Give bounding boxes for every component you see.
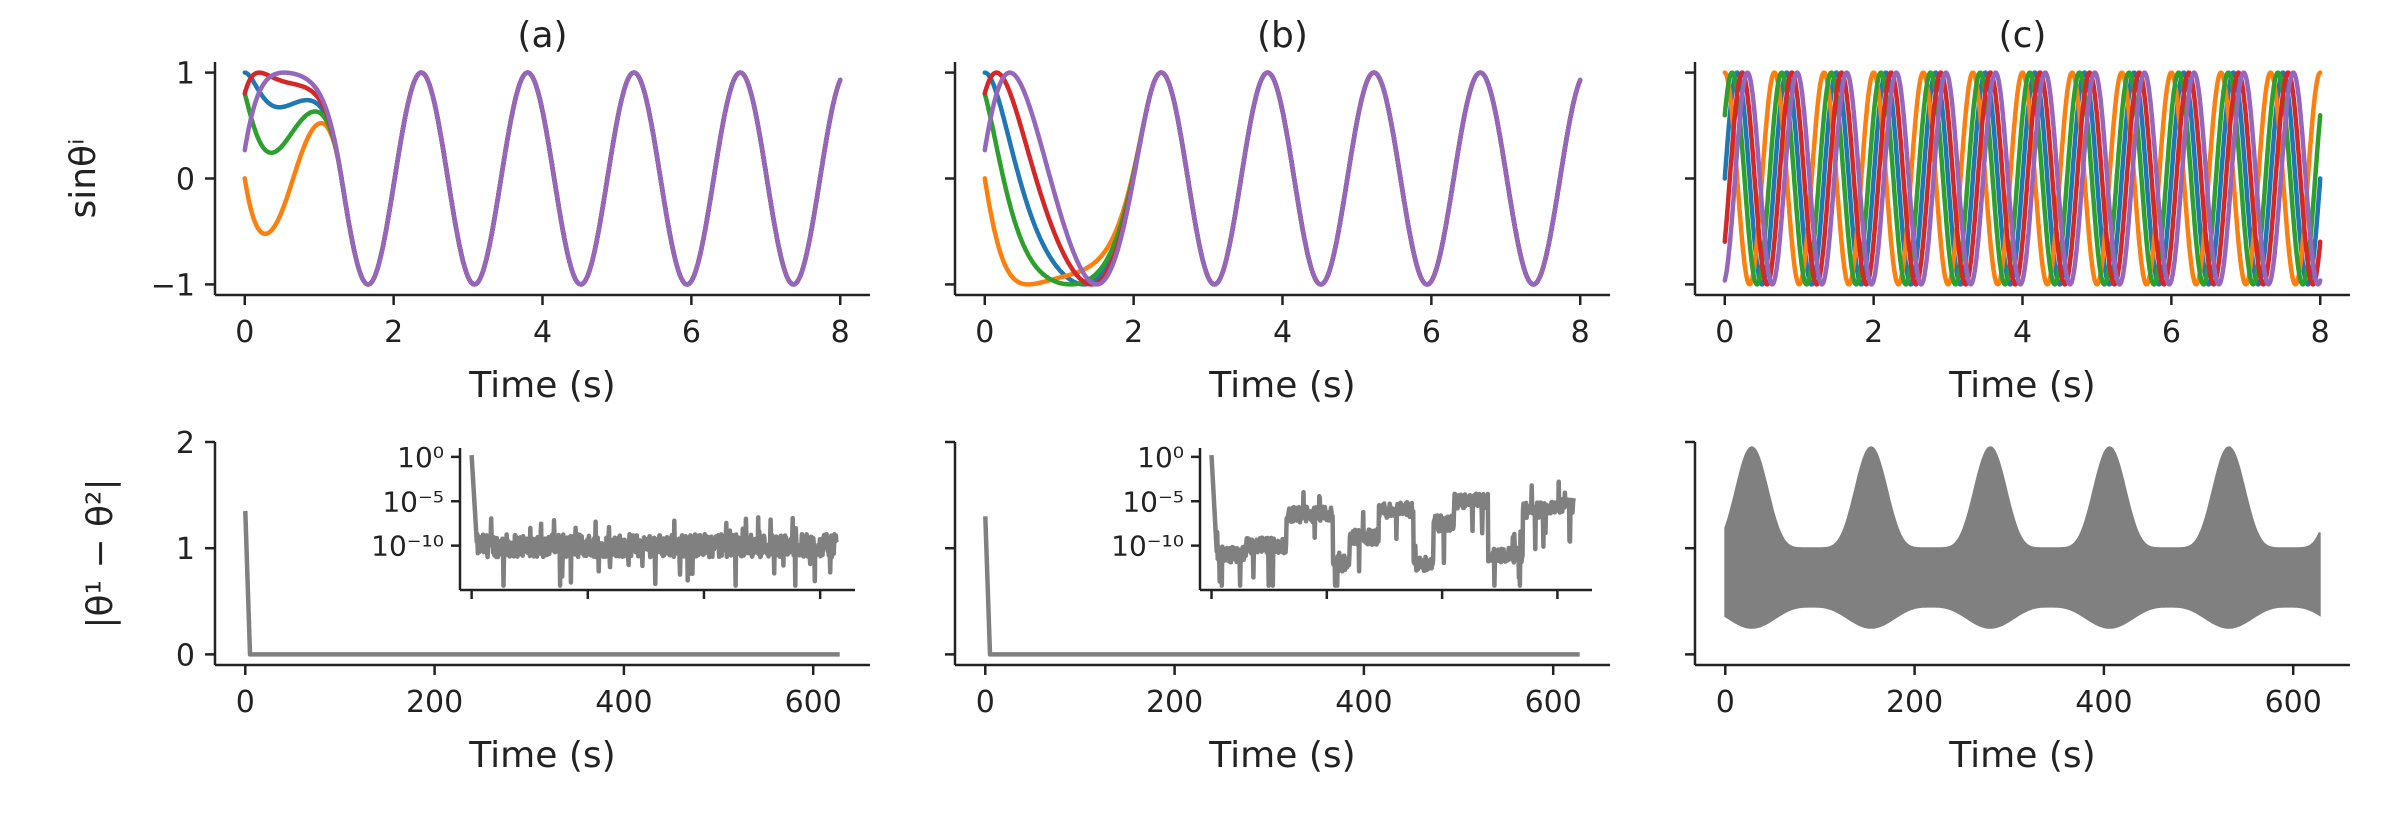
x-tick-label: 200 [1886,685,1943,720]
x-tick-label: 0 [976,685,995,720]
y-tick-label: 0 [176,163,195,198]
series-line-4 [1722,70,2323,287]
x-axis-label: Time (s) [1948,735,2095,776]
series-line-1 [1722,70,2323,287]
panel-a-top: 0 2 4 6 8 −1 0 1 Time (s) sinθⁱ (a) [63,15,870,406]
x-tick-label: 600 [2265,685,2322,720]
x-tick-label: 600 [785,685,842,720]
inset-y-tick-label: 10⁻¹⁰ [371,530,444,563]
x-tick-label: 6 [2162,315,2181,350]
x-tick-label: 0 [1715,315,1734,350]
panel-title: (b) [1257,15,1308,56]
y-tick-label: 1 [176,532,195,567]
y-tick-label: 1 [176,57,195,92]
inset-y-tick-label: 10⁻¹⁰ [1111,530,1184,563]
y-axis-label: |θ¹ − θ²| [80,478,121,628]
panel-title: (a) [517,15,567,56]
series-line-2 [1722,70,2323,287]
x-tick-label: 400 [1335,685,1392,720]
inset-plot: 10⁰ 10⁻⁵ 10⁻¹⁰ [1111,441,1592,599]
x-tick-label: 400 [595,685,652,720]
y-tick-label: 2 [176,426,195,461]
panel-title: (c) [1999,15,2047,56]
x-axis-label: Time (s) [1208,735,1355,776]
x-tick-label: 6 [1422,315,1441,350]
series-line-5 [242,70,843,287]
x-tick-label: 0 [235,315,254,350]
inset-difference-line [469,454,839,588]
inset-y-tick-label: 10⁰ [1137,441,1184,474]
panel-c-bottom: 0 200 400 600 Time (s) [1685,440,2350,776]
x-tick-label: 2 [384,315,403,350]
y-tick-label: 0 [176,638,195,673]
inset-y-tick-label: 10⁻⁵ [382,485,444,518]
panel-b-top: 0 2 4 6 8 Time (s) (b) [945,15,1610,406]
x-tick-label: 8 [1571,315,1590,350]
x-tick-label: 4 [2013,315,2032,350]
x-tick-label: 8 [2311,315,2330,350]
x-tick-label: 200 [1146,685,1203,720]
panel-a-bottom: 0 200 400 600 0 1 2 Time (s) |θ¹ − θ²| 10⁰ 10⁻⁵ 10⁻… [80,426,870,776]
difference-band [1724,446,2321,629]
difference-line [983,516,1580,657]
y-tick-label: −1 [151,268,195,303]
x-tick-label: 2 [1864,315,1883,350]
x-tick-label: 600 [1525,685,1582,720]
difference-line [243,510,840,657]
series-line-3 [1722,70,2323,287]
x-axis-label: Time (s) [1208,365,1355,406]
y-axis-label: sinθⁱ [63,138,104,218]
x-axis-label: Time (s) [468,365,615,406]
inset-plot: 10⁰ 10⁻⁵ 10⁻¹⁰ [371,441,855,599]
x-axis-label: Time (s) [1948,365,2095,406]
inset-y-tick-label: 10⁻⁵ [1122,485,1184,518]
inset-y-tick-label: 10⁰ [397,441,444,474]
x-tick-label: 0 [236,685,255,720]
x-tick-label: 8 [831,315,850,350]
x-tick-label: 4 [533,315,552,350]
x-axis-label: Time (s) [468,735,615,776]
x-tick-label: 400 [2075,685,2132,720]
x-tick-label: 4 [1273,315,1292,350]
x-tick-label: 200 [406,685,463,720]
series-line-5 [982,70,1583,287]
x-tick-label: 0 [975,315,994,350]
inset-difference-line [1209,454,1576,588]
series-line-5 [1722,70,2323,287]
x-tick-label: 6 [682,315,701,350]
x-tick-label: 2 [1124,315,1143,350]
x-tick-label: 0 [1716,685,1735,720]
panel-b-bottom: 0 200 400 600 Time (s) 10⁰ 10⁻⁵ 10⁻¹⁰ [945,440,1610,776]
panel-c-top: 0 2 4 6 8 Time (s) (c) [1685,15,2350,406]
